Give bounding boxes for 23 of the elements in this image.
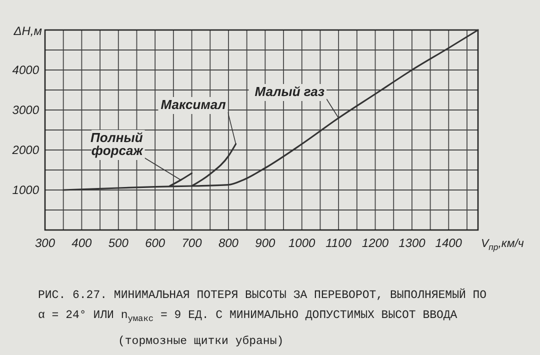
x-tick-label: 800: [218, 236, 239, 250]
y-tick-label: 2000: [11, 143, 40, 157]
x-tick-label: 1300: [398, 236, 426, 250]
y-tick-label: 1000: [12, 183, 40, 197]
x-tick-label: 700: [182, 236, 202, 250]
x-tick-label: 600: [145, 236, 166, 250]
series-label: Малый газ: [254, 84, 325, 99]
y-tick-label: 4000: [12, 63, 40, 77]
x-tick-label: 1200: [362, 236, 389, 250]
x-tick-label: 900: [255, 236, 276, 250]
y-axis-title: ΔH,м: [12, 24, 42, 38]
x-tick-label: 400: [72, 236, 92, 250]
x-tick-label: 500: [108, 236, 129, 250]
y-tick-label: 3000: [12, 103, 40, 117]
text: РИС. 6.27. МИНИМАЛЬНАЯ ПОТЕРЯ ВЫСОТЫ ЗА ПЕРЕВОРОТ, ВЫПОЛНЯЕМЫЙ ПО α = 24° ИЛИ n$_{yмакс}$ = 9 ЕД. С МИНИМАЛЬНО ДОПУСТИМЫХ ВЫСОТ ВВОДА: [38, 288, 487, 324]
x-axis-title: V$_{пр}$,км/ч: [481, 238, 524, 252]
x-tick-label: 1400: [435, 236, 462, 250]
text: Максимал: [160, 97, 226, 112]
text: (тормозные щитки убраны): [118, 335, 284, 348]
text: Полный форсаж: [90, 130, 144, 158]
x-tick-label: 1100: [326, 236, 352, 250]
x-tick-label: 300: [34, 236, 56, 250]
x-tick-label: 1000: [288, 236, 316, 250]
